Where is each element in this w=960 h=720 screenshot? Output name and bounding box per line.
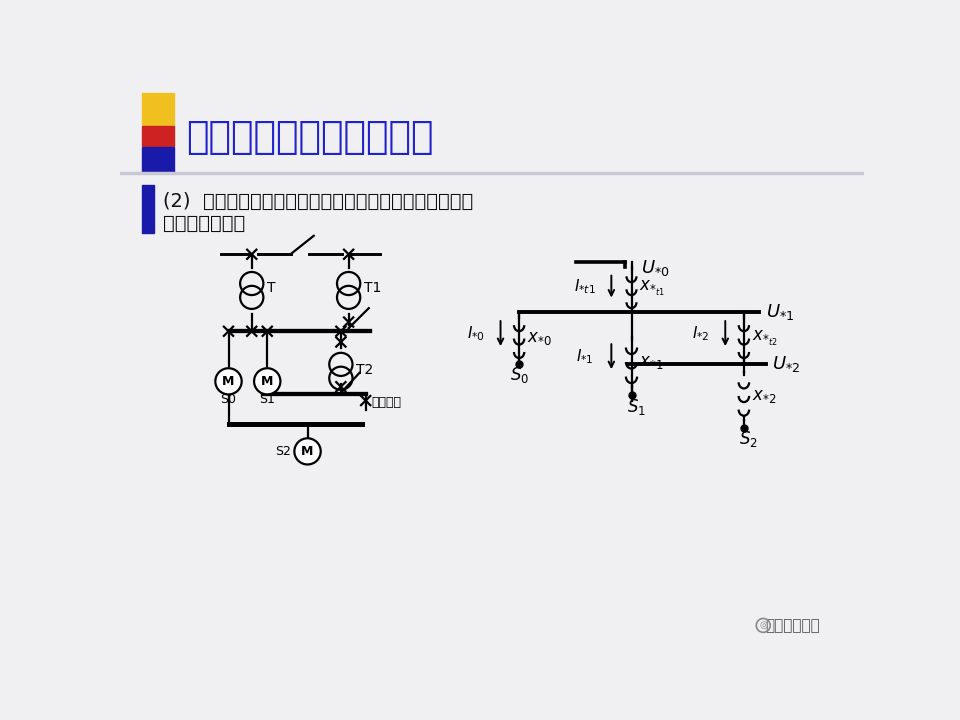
Text: $S_2$: $S_2$ bbox=[739, 429, 758, 449]
Text: T2: T2 bbox=[356, 363, 373, 377]
Text: T1: T1 bbox=[364, 281, 381, 295]
Text: 动母线电压校验: 动母线电压校验 bbox=[163, 214, 246, 233]
Text: $x_{*1}$: $x_{*1}$ bbox=[639, 353, 663, 371]
Bar bbox=[142, 185, 155, 233]
Text: $x_{*2}$: $x_{*2}$ bbox=[752, 387, 776, 405]
Text: $S_0$: $S_0$ bbox=[510, 365, 529, 385]
Text: $U_{*0}$: $U_{*0}$ bbox=[641, 258, 669, 278]
Text: $x_{*_{t1}}$: $x_{*_{t1}}$ bbox=[639, 279, 665, 299]
Circle shape bbox=[215, 368, 242, 395]
Text: S1: S1 bbox=[259, 392, 276, 405]
Text: 电力知识课堂: 电力知识课堂 bbox=[765, 618, 820, 633]
Bar bbox=[142, 147, 175, 172]
Text: $x_{*0}$: $x_{*0}$ bbox=[527, 329, 552, 347]
Text: M: M bbox=[261, 375, 274, 388]
Text: ◎: ◎ bbox=[759, 621, 767, 631]
Text: M: M bbox=[301, 445, 314, 458]
Text: S2: S2 bbox=[275, 445, 291, 458]
Text: 四、电动机的自启动校验: 四、电动机的自启动校验 bbox=[186, 120, 433, 156]
Text: $I_{*t1}$: $I_{*t1}$ bbox=[574, 277, 596, 296]
Bar bbox=[142, 93, 175, 125]
Text: S0: S0 bbox=[221, 392, 236, 405]
Text: $I_{*0}$: $I_{*0}$ bbox=[467, 324, 485, 343]
Text: M: M bbox=[223, 375, 234, 388]
Text: (2)  电动机经厂用高压变压器和厂用低压变压器串联自启: (2) 电动机经厂用高压变压器和厂用低压变压器串联自启 bbox=[163, 192, 473, 212]
Text: $S_1$: $S_1$ bbox=[627, 397, 646, 417]
Text: $x_{*_{t2}}$: $x_{*_{t2}}$ bbox=[752, 328, 778, 348]
Text: $I_{*1}$: $I_{*1}$ bbox=[576, 347, 594, 366]
Text: $U_{*1}$: $U_{*1}$ bbox=[765, 302, 794, 322]
Text: $U_{*2}$: $U_{*2}$ bbox=[772, 354, 800, 374]
Circle shape bbox=[295, 438, 321, 464]
Text: $I_{*2}$: $I_{*2}$ bbox=[692, 324, 709, 343]
Text: T: T bbox=[267, 281, 276, 295]
Bar bbox=[142, 127, 175, 145]
Circle shape bbox=[254, 368, 280, 395]
Text: 去备用变: 去备用变 bbox=[372, 395, 402, 408]
